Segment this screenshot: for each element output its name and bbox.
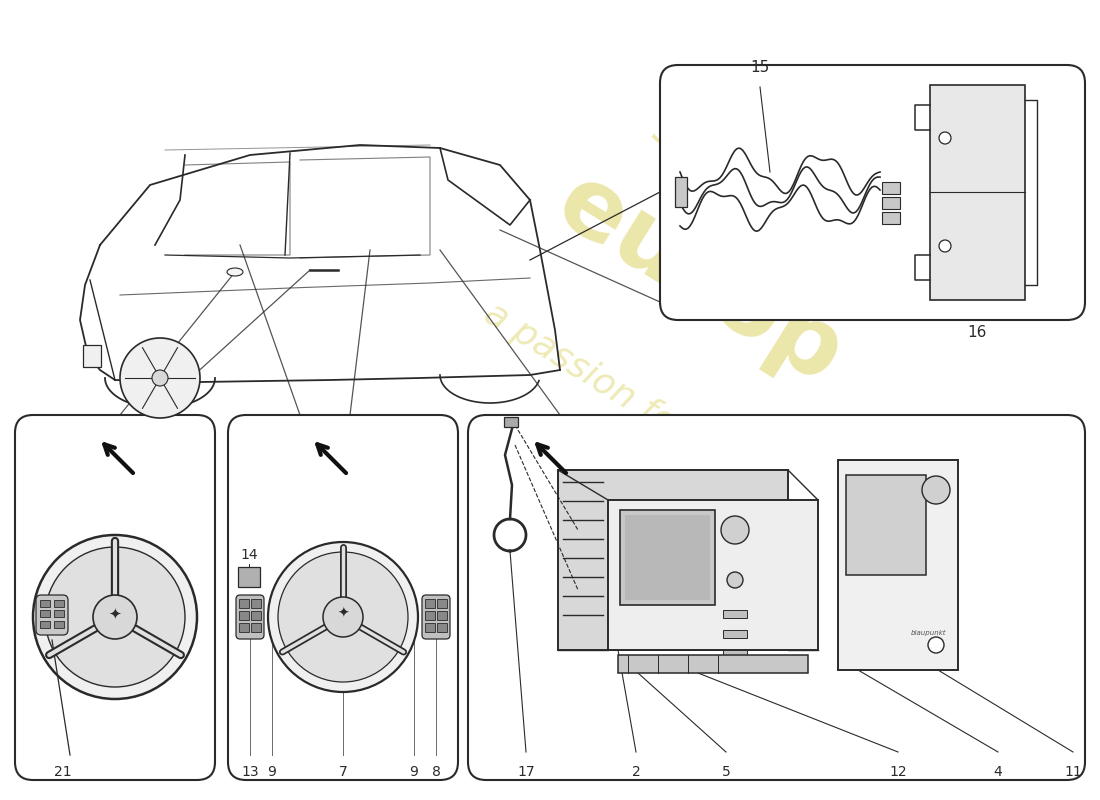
Bar: [882, 182, 900, 194]
Circle shape: [323, 597, 363, 637]
Circle shape: [94, 595, 138, 639]
Text: blaupunkt: blaupunkt: [911, 630, 946, 636]
Ellipse shape: [227, 268, 243, 276]
Bar: [251, 611, 261, 620]
Text: 12: 12: [889, 765, 906, 779]
Bar: [930, 85, 1025, 300]
Circle shape: [268, 542, 418, 692]
Bar: [54, 600, 64, 607]
Text: europ: europ: [540, 156, 860, 404]
Text: 17: 17: [517, 765, 535, 779]
FancyBboxPatch shape: [660, 65, 1085, 320]
Bar: [723, 650, 747, 658]
Bar: [838, 460, 958, 670]
Bar: [425, 611, 435, 620]
Bar: [40, 610, 49, 617]
Bar: [723, 610, 747, 618]
Bar: [40, 621, 49, 628]
FancyBboxPatch shape: [36, 595, 68, 635]
Circle shape: [720, 516, 749, 544]
Circle shape: [939, 132, 952, 144]
Bar: [437, 611, 447, 620]
Bar: [558, 470, 788, 650]
FancyBboxPatch shape: [15, 415, 214, 780]
Bar: [620, 510, 715, 605]
Circle shape: [33, 535, 197, 699]
Text: 15: 15: [750, 60, 770, 75]
Bar: [40, 600, 49, 607]
Circle shape: [45, 547, 185, 687]
Text: a passion for parts: a passion for parts: [478, 296, 782, 504]
Text: 9: 9: [409, 765, 418, 779]
Text: 8: 8: [431, 765, 440, 779]
Text: ✦: ✦: [109, 606, 121, 622]
Text: ✦: ✦: [338, 607, 349, 621]
FancyBboxPatch shape: [422, 595, 450, 639]
Circle shape: [922, 476, 950, 504]
Bar: [239, 623, 249, 632]
Bar: [882, 197, 900, 209]
Text: since 1985: since 1985: [646, 107, 874, 273]
Bar: [846, 475, 926, 575]
Circle shape: [278, 552, 408, 682]
Text: 4: 4: [993, 765, 1002, 779]
Bar: [251, 599, 261, 608]
Bar: [608, 500, 818, 650]
Bar: [723, 630, 747, 638]
Circle shape: [727, 572, 742, 588]
FancyBboxPatch shape: [236, 595, 264, 639]
Text: 16: 16: [967, 325, 987, 340]
Text: 21: 21: [54, 765, 72, 779]
Text: 5: 5: [722, 765, 730, 779]
Text: 2: 2: [631, 765, 640, 779]
Text: 7: 7: [339, 765, 348, 779]
FancyBboxPatch shape: [468, 415, 1085, 780]
Bar: [675, 177, 688, 207]
Bar: [54, 621, 64, 628]
Bar: [618, 655, 808, 673]
Text: 13: 13: [241, 765, 258, 779]
FancyBboxPatch shape: [228, 415, 458, 780]
Bar: [251, 623, 261, 632]
Circle shape: [939, 240, 952, 252]
Bar: [239, 599, 249, 608]
Text: 9: 9: [267, 765, 276, 779]
Bar: [437, 623, 447, 632]
Bar: [54, 610, 64, 617]
Circle shape: [120, 338, 200, 418]
Bar: [437, 599, 447, 608]
Bar: [238, 567, 260, 587]
Bar: [425, 623, 435, 632]
Bar: [239, 611, 249, 620]
Bar: [425, 599, 435, 608]
Text: 11: 11: [1064, 765, 1082, 779]
Bar: [625, 515, 710, 600]
Circle shape: [928, 637, 944, 653]
Bar: [504, 417, 518, 427]
Circle shape: [152, 370, 168, 386]
Bar: [82, 345, 101, 367]
Bar: [882, 212, 900, 224]
Text: 14: 14: [240, 548, 257, 562]
